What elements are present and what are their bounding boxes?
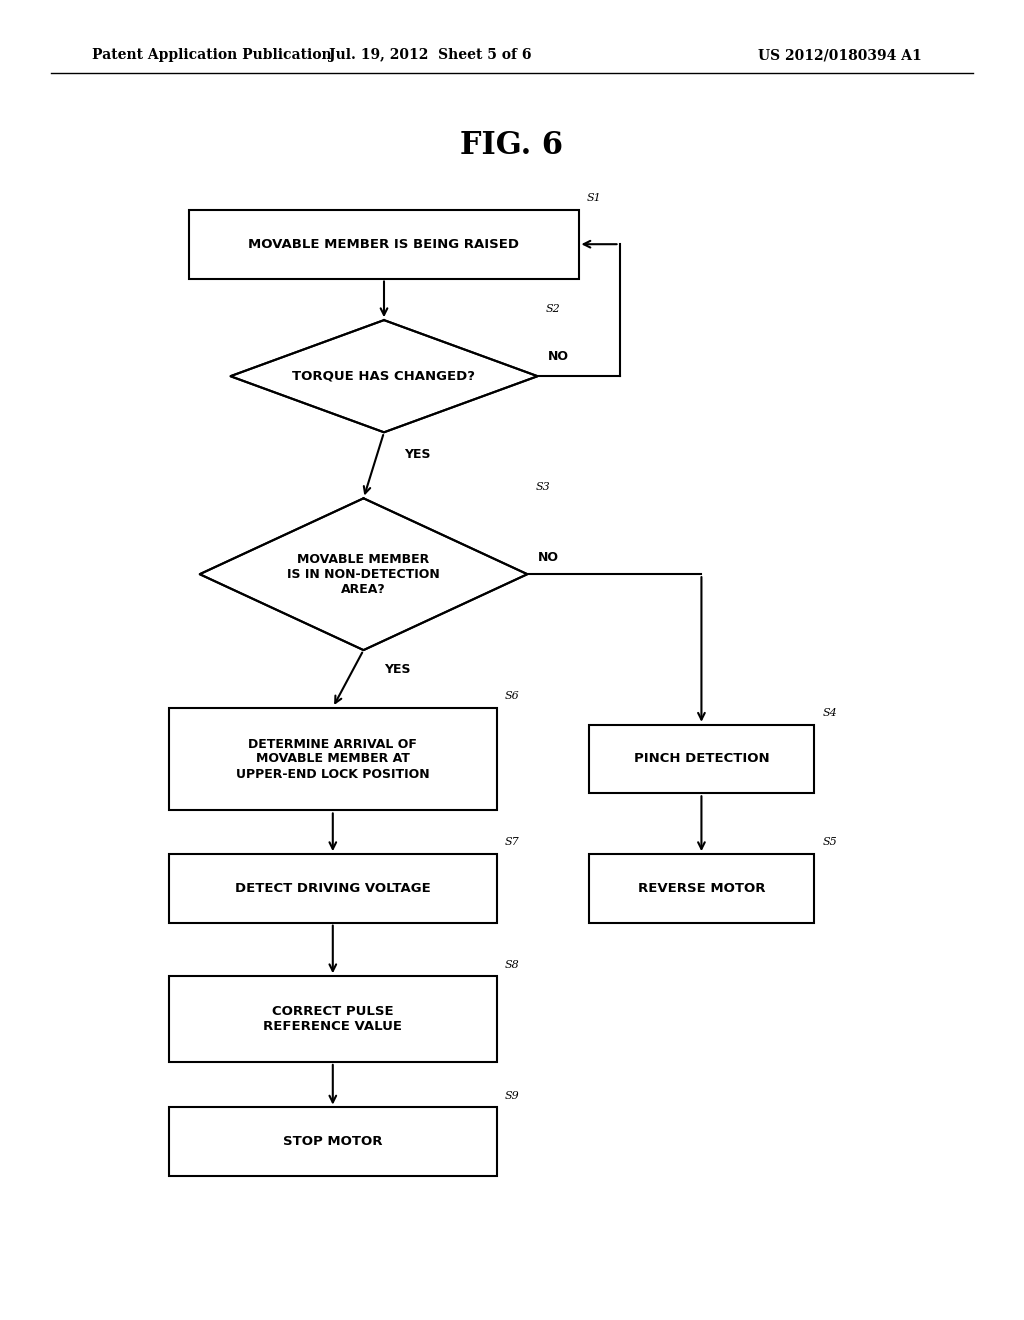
Polygon shape [200,499,527,651]
Text: S3: S3 [536,482,550,492]
Text: Jul. 19, 2012  Sheet 5 of 6: Jul. 19, 2012 Sheet 5 of 6 [329,49,531,62]
FancyBboxPatch shape [169,977,497,1061]
Text: S2: S2 [546,304,560,314]
Text: US 2012/0180394 A1: US 2012/0180394 A1 [758,49,922,62]
Text: DETERMINE ARRIVAL OF
MOVABLE MEMBER AT
UPPER-END LOCK POSITION: DETERMINE ARRIVAL OF MOVABLE MEMBER AT U… [236,738,430,780]
Text: S4: S4 [822,708,837,718]
Text: NO: NO [538,550,559,564]
Text: S9: S9 [505,1090,519,1101]
Text: STOP MOTOR: STOP MOTOR [283,1135,383,1148]
FancyBboxPatch shape [169,708,497,810]
Text: S5: S5 [822,837,837,847]
Text: MOVABLE MEMBER
IS IN NON-DETECTION
AREA?: MOVABLE MEMBER IS IN NON-DETECTION AREA? [287,553,440,595]
Text: Patent Application Publication: Patent Application Publication [92,49,332,62]
Text: S8: S8 [505,960,519,969]
Polygon shape [230,321,538,433]
FancyBboxPatch shape [169,1107,497,1176]
FancyBboxPatch shape [169,854,497,923]
Text: S6: S6 [505,690,519,701]
Text: MOVABLE MEMBER IS BEING RAISED: MOVABLE MEMBER IS BEING RAISED [249,238,519,251]
Text: PINCH DETECTION: PINCH DETECTION [634,752,769,766]
Text: FIG. 6: FIG. 6 [461,129,563,161]
Text: REVERSE MOTOR: REVERSE MOTOR [638,882,765,895]
FancyBboxPatch shape [589,854,814,923]
Text: TORQUE HAS CHANGED?: TORQUE HAS CHANGED? [293,370,475,383]
Text: YES: YES [404,449,431,461]
Text: S7: S7 [505,837,519,847]
Text: CORRECT PULSE
REFERENCE VALUE: CORRECT PULSE REFERENCE VALUE [263,1005,402,1034]
Text: NO: NO [548,350,569,363]
Text: DETECT DRIVING VOLTAGE: DETECT DRIVING VOLTAGE [234,882,431,895]
Text: YES: YES [384,664,411,676]
Text: S1: S1 [587,193,601,203]
FancyBboxPatch shape [189,210,579,279]
FancyBboxPatch shape [589,725,814,793]
